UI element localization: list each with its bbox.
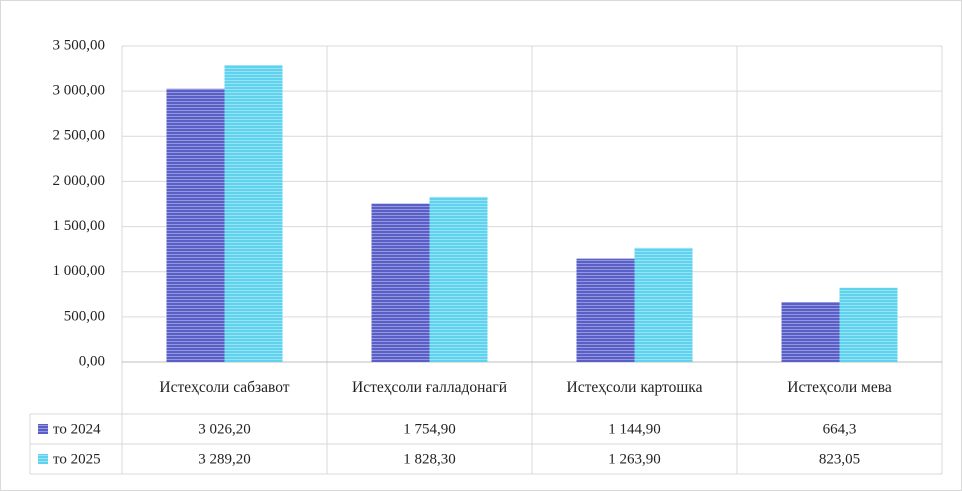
y-tick-label: 500,00 xyxy=(64,308,105,324)
data-label: 1 263,90 xyxy=(608,451,661,467)
data-label: 1 144,90 xyxy=(608,421,661,437)
bar xyxy=(634,247,693,362)
x-tick-label: Истеҳсоли картошка xyxy=(566,379,703,397)
data-label: 1 754,90 xyxy=(403,421,456,437)
bar xyxy=(166,88,225,362)
bar xyxy=(781,302,840,362)
category-label-box: Истеҳсоли ғалладонагӣ xyxy=(352,379,507,397)
data-label: 664,3 xyxy=(823,421,857,437)
x-tick-label: Истеҳсоли ғалладонагӣ xyxy=(352,379,507,397)
data-label: 1 828,30 xyxy=(403,451,456,467)
y-tick-label: 1 500,00 xyxy=(53,218,106,234)
data-label: 3 026,20 xyxy=(198,421,251,437)
bar xyxy=(429,196,488,362)
y-tick-label: 3 000,00 xyxy=(53,83,106,99)
y-tick-label: 3 500,00 xyxy=(53,37,106,53)
data-label: 3 289,20 xyxy=(198,451,251,467)
legend-key xyxy=(38,424,48,434)
bar xyxy=(224,65,283,362)
y-tick-label: 0,00 xyxy=(79,353,105,369)
data-label: 823,05 xyxy=(819,451,860,467)
legend-key xyxy=(38,454,48,464)
y-tick-label: 2 500,00 xyxy=(53,128,106,144)
category-label-box: Истеҳсоли сабзавот xyxy=(159,379,290,397)
legend-label: то 2024 xyxy=(53,421,101,437)
bar xyxy=(371,203,430,362)
category-label-box: Истеҳсоли картошка xyxy=(566,379,703,397)
category-label-box: Истеҳсоли мева xyxy=(787,379,892,397)
bar xyxy=(839,287,898,362)
legend-label: то 2025 xyxy=(53,451,101,467)
x-tick-label: Истеҳсоли мева xyxy=(787,379,892,397)
y-tick-label: 2 000,00 xyxy=(53,173,106,189)
bar xyxy=(576,258,635,362)
y-tick-label: 1 000,00 xyxy=(53,263,106,279)
x-tick-label: Истеҳсоли сабзавот xyxy=(159,379,290,397)
